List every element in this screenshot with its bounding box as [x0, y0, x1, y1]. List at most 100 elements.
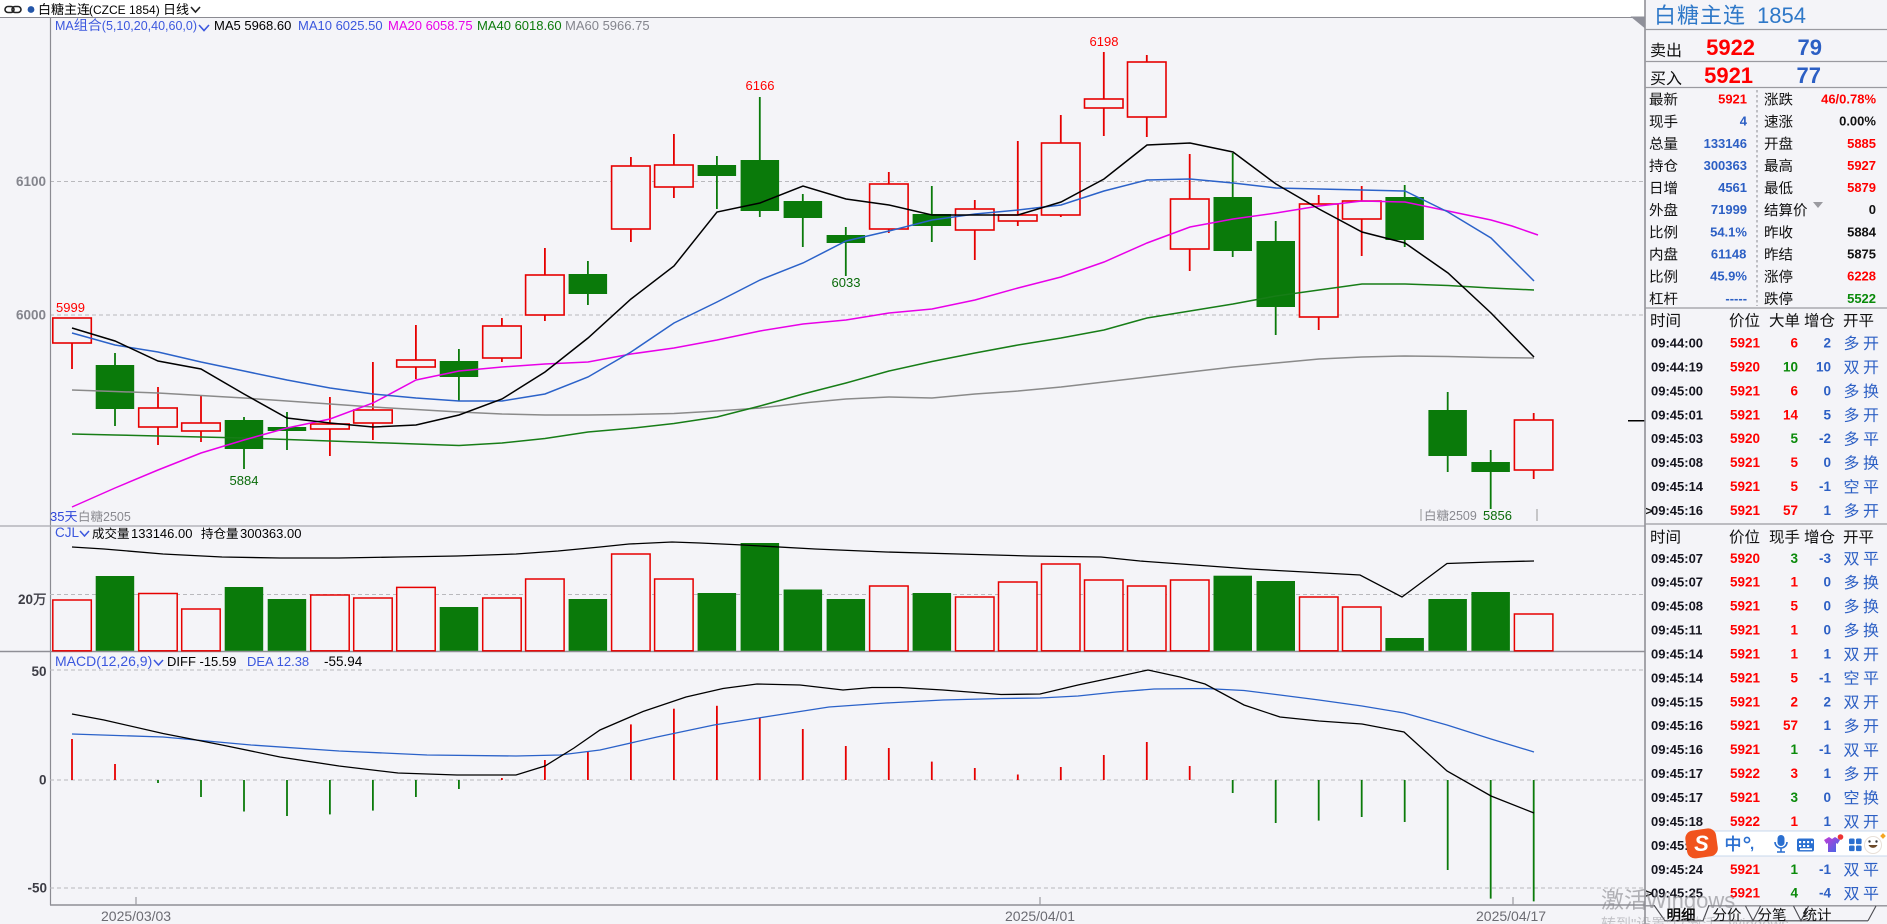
svg-text:09:45:17: 09:45:17: [1651, 790, 1703, 805]
svg-text:>: >: [1646, 504, 1653, 518]
svg-text:5921: 5921: [1730, 503, 1761, 518]
svg-text:0: 0: [1824, 790, 1832, 805]
svg-text:5: 5: [1791, 455, 1799, 470]
svg-text:(CZCE 1854): (CZCE 1854): [89, 3, 160, 17]
svg-text:50: 50: [32, 664, 47, 679]
svg-text:1: 1: [1824, 718, 1832, 733]
svg-text:S: S: [1694, 831, 1709, 856]
svg-text:5999: 5999: [56, 300, 85, 315]
svg-text:1: 1: [1791, 814, 1799, 829]
svg-text:Windows: Windows: [1646, 888, 1735, 913]
svg-text:0: 0: [39, 773, 47, 788]
svg-text:CJL: CJL: [55, 525, 79, 540]
svg-text:1: 1: [1824, 503, 1832, 518]
svg-text:5921: 5921: [1730, 790, 1761, 805]
svg-text:-1: -1: [1819, 479, 1831, 494]
svg-text:5875: 5875: [1847, 247, 1876, 262]
svg-text:5921: 5921: [1730, 455, 1761, 470]
svg-text:4: 4: [1791, 886, 1799, 901]
svg-text:5921: 5921: [1730, 742, 1761, 757]
svg-text:09:45:25: 09:45:25: [1651, 886, 1703, 901]
svg-text:0.00%: 0.00%: [1839, 114, 1876, 129]
svg-text:09:45:14: 09:45:14: [1651, 479, 1704, 494]
svg-text:2: 2: [1791, 694, 1799, 709]
svg-text:300363: 300363: [1704, 158, 1747, 173]
svg-text:-1: -1: [1819, 742, 1831, 757]
svg-text:3: 3: [1791, 790, 1799, 805]
svg-text:09:45:07: 09:45:07: [1651, 551, 1703, 566]
svg-text:1: 1: [1791, 575, 1799, 590]
svg-text:>: >: [1646, 887, 1653, 901]
svg-text:09:45:08: 09:45:08: [1651, 455, 1703, 470]
svg-text:5921: 5921: [1730, 886, 1761, 901]
svg-text:5921: 5921: [1730, 575, 1761, 590]
svg-text:5921: 5921: [1718, 92, 1747, 107]
svg-text:MA60 5966.75: MA60 5966.75: [565, 18, 650, 33]
svg-text:6033: 6033: [832, 275, 861, 290]
svg-text:6166: 6166: [746, 78, 775, 93]
svg-text:-2: -2: [1819, 431, 1831, 446]
svg-text:71999: 71999: [1711, 202, 1747, 217]
svg-text:09:45:08: 09:45:08: [1651, 599, 1703, 614]
svg-text:4561: 4561: [1718, 180, 1747, 195]
svg-text:09:45:17: 09:45:17: [1651, 766, 1703, 781]
svg-text:5921: 5921: [1730, 718, 1761, 733]
svg-text:1: 1: [1824, 647, 1832, 662]
svg-text:09:45:16: 09:45:16: [1651, 503, 1703, 518]
svg-text:10: 10: [1783, 359, 1798, 374]
svg-text:09:45:03: 09:45:03: [1651, 431, 1703, 446]
svg-text:09:45:11: 09:45:11: [1651, 623, 1702, 638]
svg-text:-50: -50: [28, 881, 48, 896]
svg-text:5921: 5921: [1730, 599, 1761, 614]
svg-text:5920: 5920: [1730, 551, 1760, 566]
svg-text:5921: 5921: [1730, 862, 1761, 877]
svg-text:09:45:07: 09:45:07: [1651, 575, 1703, 590]
svg-text:133146.00: 133146.00: [131, 526, 192, 541]
svg-text:(5,10,20,40,60,0): (5,10,20,40,60,0): [102, 19, 197, 33]
svg-text:5920: 5920: [1730, 431, 1760, 446]
svg-text:5: 5: [1791, 479, 1799, 494]
svg-text:5: 5: [1791, 670, 1799, 685]
svg-text:20: 20: [18, 592, 33, 607]
svg-text:MA40 6018.60: MA40 6018.60: [477, 18, 562, 33]
svg-text:5921: 5921: [1730, 336, 1761, 351]
svg-text:5921: 5921: [1704, 63, 1753, 88]
svg-text:45.9%: 45.9%: [1710, 269, 1747, 284]
svg-text:-----: -----: [1725, 291, 1747, 306]
svg-text:77: 77: [1797, 63, 1821, 88]
svg-text:09:45:00: 09:45:00: [1651, 383, 1703, 398]
svg-text:5921: 5921: [1730, 479, 1761, 494]
svg-text:5921: 5921: [1730, 407, 1761, 422]
svg-text:5921: 5921: [1730, 647, 1761, 662]
svg-text:-1: -1: [1819, 670, 1831, 685]
svg-text:5: 5: [1824, 407, 1832, 422]
svg-text:09:45:16: 09:45:16: [1651, 742, 1703, 757]
svg-text:5920: 5920: [1730, 359, 1760, 374]
svg-text:09:45:24: 09:45:24: [1651, 862, 1704, 877]
svg-text:09:44:00: 09:44:00: [1651, 336, 1703, 351]
svg-text:1: 1: [1791, 742, 1799, 757]
svg-text:5922: 5922: [1706, 35, 1755, 60]
svg-text:5: 5: [1791, 431, 1799, 446]
svg-text:0: 0: [1869, 202, 1876, 217]
svg-text:133146: 133146: [1704, 136, 1747, 151]
svg-text:09:45:14: 09:45:14: [1651, 670, 1704, 685]
svg-text:1: 1: [1791, 623, 1799, 638]
svg-text:09:44:19: 09:44:19: [1651, 359, 1703, 374]
svg-text:MA10 6025.50: MA10 6025.50: [298, 18, 383, 33]
svg-text:5921: 5921: [1730, 623, 1761, 638]
svg-text:1: 1: [1824, 766, 1832, 781]
svg-text:5856: 5856: [1483, 508, 1512, 523]
svg-text:6000: 6000: [16, 308, 46, 323]
svg-text:MA20 6058.75: MA20 6058.75: [388, 18, 473, 33]
svg-text:-55.94: -55.94: [324, 654, 363, 669]
svg-text:0: 0: [1824, 599, 1832, 614]
svg-text:57: 57: [1783, 503, 1798, 518]
svg-text:2509: 2509: [1449, 509, 1477, 523]
svg-text:MACD(12,26,9): MACD(12,26,9): [55, 653, 152, 669]
svg-text:MA5 5968.60: MA5 5968.60: [214, 18, 291, 33]
svg-text:5884: 5884: [230, 473, 259, 488]
svg-text:": ": [1666, 916, 1671, 924]
svg-text:1: 1: [1791, 647, 1799, 662]
svg-text:3: 3: [1791, 551, 1799, 566]
